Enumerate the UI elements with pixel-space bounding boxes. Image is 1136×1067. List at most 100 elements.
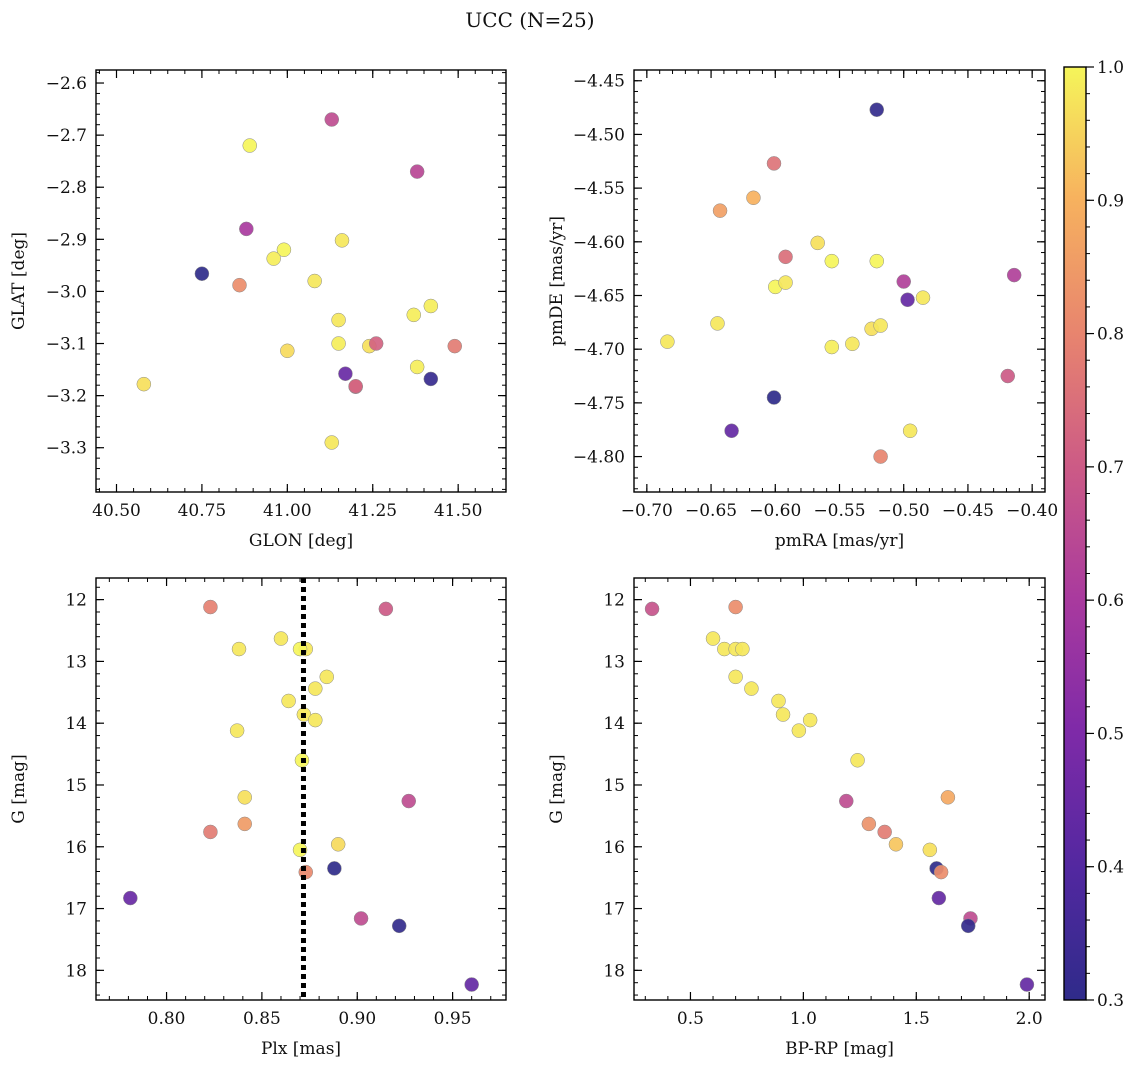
y-axis-label: pmDE [mas/yr]: [547, 216, 567, 346]
x-tick-label: −0.40: [1006, 501, 1058, 521]
y-tick-label: −4.50: [573, 125, 625, 145]
data-point: [237, 816, 252, 832]
data-point: [353, 911, 369, 926]
y-tick-label: 18: [65, 961, 87, 981]
x-tick-label: 0.85: [243, 1009, 281, 1029]
data-point: [940, 790, 956, 805]
y-tick-label: −2.6: [46, 74, 87, 94]
data-point: [319, 669, 334, 685]
axes-frame: [95, 577, 507, 1001]
y-axis-label: G [mag]: [9, 754, 29, 823]
x-tick-label: 41.00: [263, 501, 312, 521]
y-tick-label: 14: [65, 714, 87, 734]
x-tick-label: 1.5: [903, 1009, 930, 1029]
axes-frame: [95, 69, 507, 493]
y-tick-label: 15: [603, 776, 625, 796]
data-point: [1006, 267, 1022, 283]
minor-ticks: [634, 578, 1045, 1000]
data-point: [931, 890, 947, 906]
x-tick-label: 0.5: [677, 1009, 704, 1029]
data-point: [933, 864, 949, 880]
x-tick-label: 41.50: [434, 501, 483, 521]
data-point: [409, 359, 425, 375]
y-tick-label: 14: [603, 714, 625, 734]
data-point: [869, 102, 884, 117]
colorbar-tick-label: 0.5: [1097, 724, 1124, 744]
data-points: [660, 102, 1022, 464]
data-point: [869, 253, 884, 269]
data-point: [330, 837, 346, 852]
data-point: [960, 918, 976, 934]
colorbar-tick-label: 0.3: [1097, 991, 1124, 1011]
data-point: [338, 366, 353, 381]
y-tick-label: −3.3: [46, 439, 87, 459]
data-point: [203, 599, 218, 615]
y-tick-label: −3.2: [46, 387, 87, 407]
x-tick-label: −0.65: [685, 501, 737, 521]
y-tick-label: −2.8: [46, 178, 87, 198]
data-point: [775, 707, 791, 722]
data-point: [746, 190, 761, 206]
colorbar-tick-label: 1.0: [1097, 58, 1124, 78]
x-tick-label: −0.70: [621, 501, 673, 521]
panel-bottom-left: 0.80 0.85 0.90 0.95 12 13 14 15 16 17 18 Plx [mas] G…: [9, 577, 507, 1059]
data-point: [900, 292, 915, 308]
data-point: [237, 790, 252, 805]
colorbar-gradient: [1063, 66, 1087, 1001]
data-point: [281, 693, 296, 709]
data-point: [203, 824, 218, 840]
x-axis-label: pmRA [mas/yr]: [775, 531, 904, 551]
x-tick-label: 2.0: [1016, 1009, 1043, 1029]
colorbar-tick-label: 0.8: [1097, 325, 1124, 345]
panel-top-right: −0.70 −0.65 −0.60 −0.55 −0.50 −0.45 −0.40 −4.80…: [547, 69, 1058, 551]
data-point: [744, 681, 759, 696]
y-tick-label: 17: [65, 900, 87, 920]
x-tick-label: −0.50: [878, 501, 930, 521]
axes-frame: [633, 69, 1046, 493]
colorbar-tick-label: 0.4: [1097, 858, 1124, 878]
data-point: [231, 641, 247, 657]
x-tick-label: 0.90: [338, 1009, 376, 1029]
data-point: [464, 977, 479, 992]
data-point: [308, 712, 323, 728]
x-axis-label: BP-RP [mag]: [785, 1039, 894, 1059]
data-point: [771, 693, 786, 709]
colorbar-tick-label: 0.7: [1097, 458, 1124, 478]
y-axis-label: G [mag]: [547, 754, 567, 823]
data-point: [307, 273, 322, 289]
data-point: [334, 233, 350, 248]
data-point: [873, 318, 888, 333]
y-tick-label: −2.9: [46, 230, 87, 250]
data-point: [324, 435, 339, 450]
data-point: [710, 316, 725, 331]
panel-bottom-right: 0.5 1.0 1.5 2.0 12 13 14 15 16 17 18 BP-RP [mag] G […: [547, 577, 1046, 1059]
data-point: [705, 631, 721, 646]
y-tick-label: 18: [603, 961, 625, 981]
minor-ticks: [633, 69, 1045, 492]
data-point: [194, 266, 210, 281]
data-point: [824, 339, 840, 355]
data-point: [922, 842, 938, 858]
data-point: [778, 275, 793, 290]
data-points: [644, 599, 1035, 992]
y-tick-label: 15: [65, 776, 87, 796]
figure-title: UCC (N=25): [465, 8, 595, 32]
data-point: [409, 164, 425, 179]
y-tick-label: −4.60: [573, 233, 625, 253]
data-point: [378, 601, 394, 617]
data-point: [915, 290, 931, 305]
data-point: [850, 753, 865, 768]
data-point: [728, 669, 743, 685]
y-tick-label: −4.45: [573, 72, 625, 92]
data-point: [873, 449, 888, 464]
data-point: [902, 423, 918, 439]
data-point: [877, 824, 892, 840]
data-point: [276, 242, 292, 257]
data-point: [324, 112, 339, 127]
y-tick-label: −4.80: [573, 448, 625, 468]
minor-ticks: [96, 70, 506, 492]
y-tick-label: −4.70: [573, 340, 625, 360]
data-point: [401, 793, 416, 809]
colorbar-tick-label: 0.6: [1097, 591, 1124, 611]
x-tick-label: 0.95: [434, 1009, 472, 1029]
